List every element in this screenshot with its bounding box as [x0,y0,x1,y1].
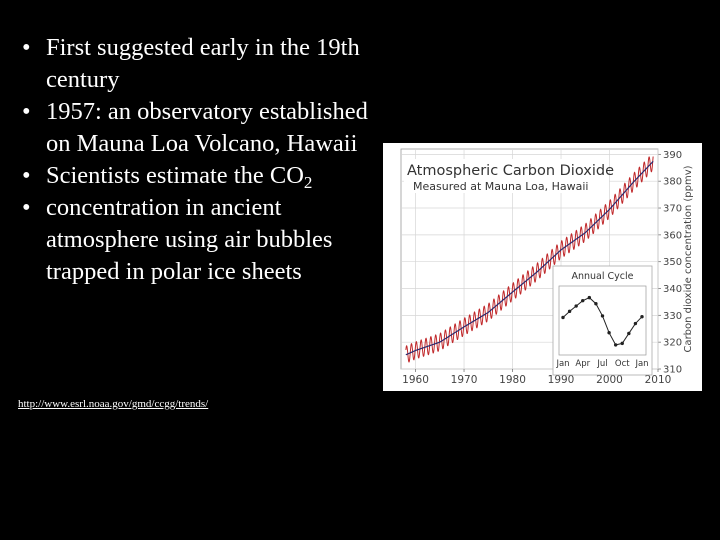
bullet-item: • Scientists estimate the CO2 [20,160,380,192]
chart-title: Atmospheric Carbon Dioxide [407,163,614,179]
inset-x-tick-label: Jan [634,359,648,369]
inset-x-tick-label: Jan [555,359,569,369]
chart-subtitle: Measured at Mauna Loa, Hawaii [413,180,588,193]
inset-plot-area [558,285,647,356]
bullet-text: concentration in ancient atmosphere usin… [46,194,333,285]
inset-point [627,331,631,336]
y-tick-label: 370 [663,204,682,215]
inset-point [620,341,624,346]
y-tick-label: 320 [663,338,682,349]
inset-point [567,309,572,314]
x-tick-label: 1960 [402,374,429,386]
y-tick-label: 360 [663,230,682,241]
bullet-marker: • [22,162,31,189]
inset-x-tick-label: Jul [596,359,607,369]
x-tick-label: 2000 [596,374,623,386]
bullet-item: • concentration in ancient atmosphere us… [20,192,380,288]
x-tick-label: 2010 [645,374,672,386]
y-tick-label: 350 [663,257,682,268]
bullet-item: • First suggested early in the 19th cent… [20,32,380,96]
inset-point [613,343,618,347]
x-tick-label: 1980 [499,374,526,386]
inset-x-tick-label: Oct [615,359,630,369]
inset-title: Annual Cycle [571,271,633,282]
inset-point [581,298,585,303]
inset-point [640,314,644,319]
co2-chart-svg: 310 320 330 340 350 360 370 380 390 1960 1970 1980 1… [400,148,694,386]
bullet-text: First suggested early in the 19th centur… [46,34,360,93]
bullet-marker: • [22,34,31,61]
bullet-subscript: 2 [303,173,313,192]
bullet-marker: • [22,98,31,125]
title-background [404,159,609,193]
y-tick-label: 340 [663,284,682,295]
x-tick-label: 1970 [451,374,478,386]
series-line-trend [405,160,654,356]
bullet-text: Scientists estimate the CO [46,162,304,189]
inset-point [561,315,565,320]
inset-point [633,321,638,326]
series-line-seasonal [405,156,654,363]
inset-x-tick-label: Apr [575,359,590,369]
inset-point [600,314,605,318]
bullet-list: • First suggested early in the 19th cent… [20,32,380,288]
y-tick-label: 380 [663,177,682,188]
y-tick-label: 310 [663,365,682,376]
bullet-text: 1957: an observatory established on Maun… [46,98,368,157]
y-tick-label: 330 [663,311,682,322]
inset-point [587,295,592,300]
bullet-item: • 1957: an observatory established on Ma… [20,96,380,160]
inset-point [574,304,578,308]
source-link[interactable]: http://www.esrl.noaa.gov/gmd/ccgg/trends… [18,398,209,410]
co2-chart: 310 320 330 340 350 360 370 380 390 1960 1970 1980 1… [383,143,702,391]
bullet-marker: • [22,194,31,221]
inset-point [607,331,611,335]
inset-point [594,302,598,306]
x-tick-label: 1990 [548,374,575,386]
y-tick-label: 390 [663,150,682,161]
y-axis-label: Carbon dioxide concentration (ppmv) [683,165,694,352]
